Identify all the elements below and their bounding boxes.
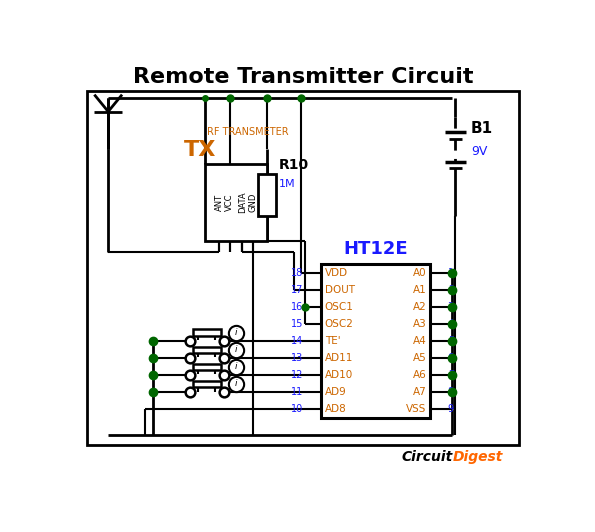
Text: AD9: AD9 <box>325 387 346 397</box>
Text: 9V: 9V <box>471 145 487 158</box>
Text: Digest: Digest <box>453 450 503 464</box>
Text: TX: TX <box>184 140 216 160</box>
Text: A0: A0 <box>412 268 426 278</box>
Text: A3: A3 <box>412 319 426 329</box>
Text: i: i <box>235 362 237 371</box>
Text: 8: 8 <box>448 387 454 397</box>
Text: AD8: AD8 <box>325 404 346 414</box>
Bar <box>193 381 221 387</box>
Text: TE': TE' <box>325 336 340 346</box>
Text: 2: 2 <box>448 285 454 295</box>
Text: 1: 1 <box>448 268 454 278</box>
Text: Remote Transmitter Circuit: Remote Transmitter Circuit <box>133 67 473 87</box>
Text: 18: 18 <box>291 268 303 278</box>
Text: 16: 16 <box>291 302 303 312</box>
Text: A6: A6 <box>412 370 426 380</box>
Text: 15: 15 <box>290 319 303 329</box>
Text: OSC1: OSC1 <box>325 302 353 312</box>
Text: 13: 13 <box>291 353 303 363</box>
Text: VSS: VSS <box>406 404 426 414</box>
Bar <box>193 347 221 353</box>
Text: 17: 17 <box>290 285 303 295</box>
Text: i: i <box>235 379 237 388</box>
Bar <box>205 164 267 241</box>
Text: Circuit: Circuit <box>402 450 453 464</box>
Text: A7: A7 <box>412 387 426 397</box>
Text: A2: A2 <box>412 302 426 312</box>
Text: 7: 7 <box>448 370 454 380</box>
Text: B1: B1 <box>471 121 493 136</box>
Text: A5: A5 <box>412 353 426 363</box>
Text: DOUT: DOUT <box>325 285 355 295</box>
Text: 3: 3 <box>448 302 454 312</box>
Text: AD11: AD11 <box>325 353 353 363</box>
Text: R10: R10 <box>278 158 308 172</box>
Text: 5: 5 <box>448 336 454 346</box>
Text: 14: 14 <box>291 336 303 346</box>
Text: 6: 6 <box>448 353 454 363</box>
Bar <box>193 364 221 370</box>
Text: VDD: VDD <box>325 268 347 278</box>
Text: 12: 12 <box>290 370 303 380</box>
Bar <box>321 264 430 418</box>
Bar <box>193 329 221 336</box>
Text: OSC2: OSC2 <box>325 319 353 329</box>
Text: A1: A1 <box>412 285 426 295</box>
Text: 10: 10 <box>291 404 303 414</box>
Text: 4: 4 <box>448 319 454 329</box>
Text: GND: GND <box>249 193 258 212</box>
Bar <box>258 173 276 216</box>
Text: A4: A4 <box>412 336 426 346</box>
Text: i: i <box>235 345 237 354</box>
Text: AD10: AD10 <box>325 370 353 380</box>
Text: DATA: DATA <box>237 192 247 213</box>
Bar <box>87 91 519 445</box>
Text: 9: 9 <box>448 404 454 414</box>
Text: 11: 11 <box>291 387 303 397</box>
Text: VCC: VCC <box>226 194 234 211</box>
Text: RF TRANSMETER: RF TRANSMETER <box>207 127 289 137</box>
Text: 1M: 1M <box>278 179 295 189</box>
Text: HT12E: HT12E <box>343 239 408 257</box>
Text: i: i <box>235 328 237 337</box>
Text: ANT: ANT <box>215 194 224 211</box>
